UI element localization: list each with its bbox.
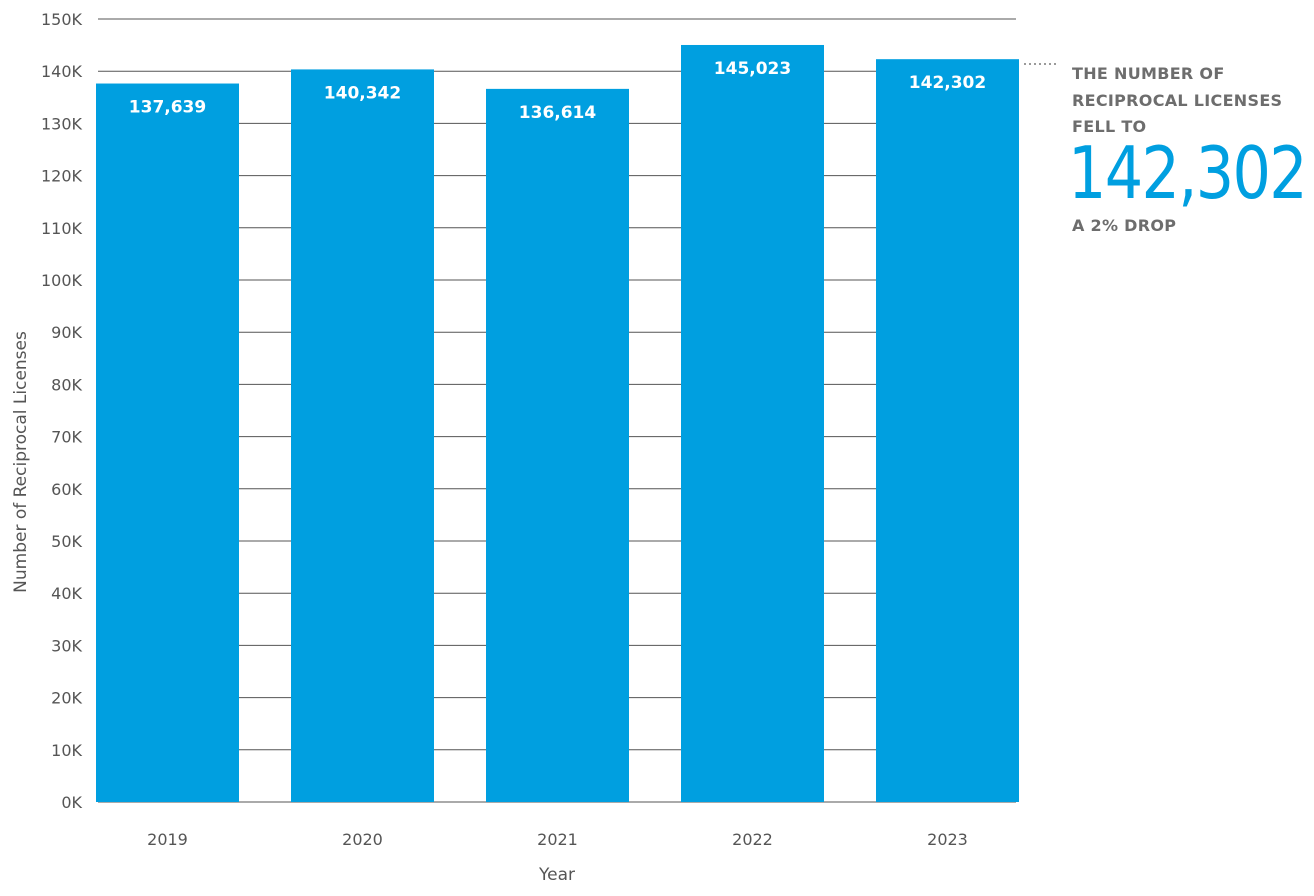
bar-2022 xyxy=(681,44,824,803)
y-tick-label: 20K xyxy=(51,689,82,708)
annotation-line-1: THE NUMBER OF xyxy=(1072,64,1225,83)
y-tick-label: 40K xyxy=(51,584,82,603)
y-tick-label: 60K xyxy=(51,480,82,499)
y-tick-labels: 0K 10K 20K 30K 40K 50K 60K 70K 80K 90K 100K 110K 120… xyxy=(41,10,83,812)
y-tick-label: 110K xyxy=(41,219,83,238)
bar-2023 xyxy=(876,59,1019,803)
y-tick-label: 150K xyxy=(41,10,83,29)
bar-value-label: 142,302 xyxy=(909,73,986,93)
y-tick-label: 130K xyxy=(41,114,83,133)
bar-value-label: 140,342 xyxy=(324,83,401,103)
bar-2019 xyxy=(96,83,239,803)
annotation-callout: THE NUMBER OF RECIPROCAL LICENSES FELL T… xyxy=(1024,63,1308,235)
bar-2021 xyxy=(486,88,629,802)
y-tick-label: 50K xyxy=(51,532,82,551)
bar-value-label: 136,614 xyxy=(519,103,597,123)
y-tick-label: 80K xyxy=(51,375,82,394)
y-axis-title: Number of Reciprocal Licenses xyxy=(11,331,31,593)
annotation-note: A 2% DROP xyxy=(1072,216,1176,235)
bar-value-label: 137,639 xyxy=(129,98,206,118)
bar-2020 xyxy=(291,69,434,803)
x-tick-label: 2020 xyxy=(342,830,383,849)
annotation-value: 142,302 xyxy=(1068,131,1306,215)
x-tick-label: 2021 xyxy=(537,830,578,849)
x-axis-title: Year xyxy=(538,865,575,885)
bars: 137,639 140,342 136,614 145,023 142,302 xyxy=(96,44,1019,803)
y-tick-label: 120K xyxy=(41,167,83,186)
y-tick-label: 0K xyxy=(61,793,82,812)
y-tick-label: 90K xyxy=(51,323,82,342)
x-tick-label: 2022 xyxy=(732,830,773,849)
x-tick-label: 2019 xyxy=(147,830,188,849)
y-tick-label: 30K xyxy=(51,636,82,655)
bar-value-label: 145,023 xyxy=(714,59,791,79)
y-tick-label: 140K xyxy=(41,62,83,81)
y-tick-label: 100K xyxy=(41,271,83,290)
annotation-line-3: FELL TO xyxy=(1072,117,1146,136)
y-tick-label: 10K xyxy=(51,741,82,760)
x-tick-labels: 2019 2020 2021 2022 2023 xyxy=(147,830,968,849)
annotation-line-2: RECIPROCAL LICENSES xyxy=(1072,91,1282,110)
y-tick-label: 70K xyxy=(51,428,82,447)
x-tick-label: 2023 xyxy=(927,830,968,849)
